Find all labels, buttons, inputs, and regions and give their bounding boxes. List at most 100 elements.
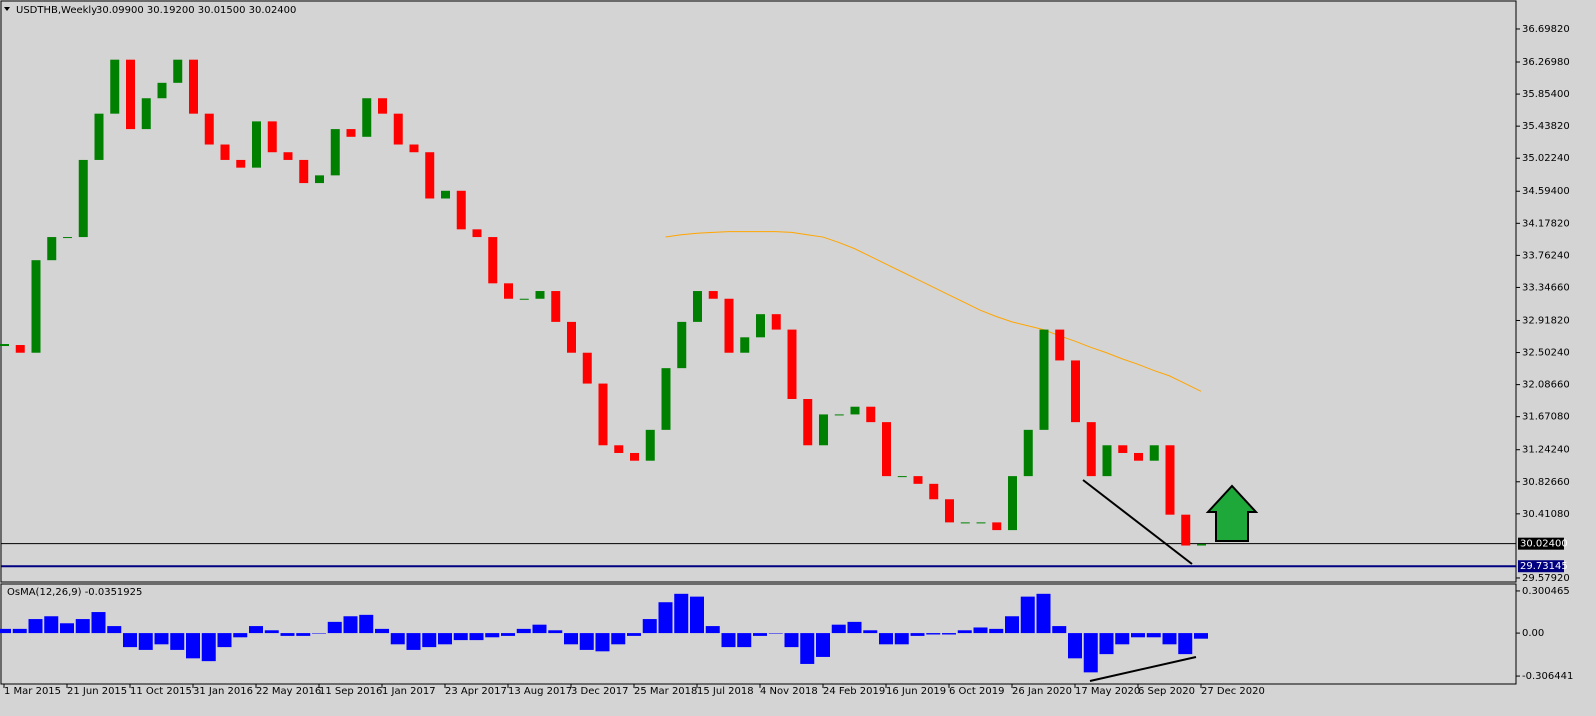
x-tick-label: 22 May 2016: [256, 686, 321, 697]
candle: [110, 59, 120, 114]
osma-bar: [721, 633, 736, 648]
moving-average: [665, 231, 1202, 392]
osma-bar: [627, 633, 641, 636]
candle: [803, 399, 813, 446]
candle: [771, 314, 781, 330]
y-tick-label: 33.76240: [1522, 250, 1570, 261]
osma-bar: [942, 633, 956, 635]
osma-bar: [1178, 633, 1193, 655]
osma-bar: [1131, 633, 1145, 638]
osma-bar: [107, 626, 122, 634]
osma-bar: [1099, 633, 1114, 655]
osma-bar: [516, 628, 531, 634]
osma-bar: [910, 633, 925, 636]
x-tick-label: 11 Oct 2015: [130, 686, 192, 697]
osma-bar: [989, 628, 1004, 634]
candle: [488, 237, 498, 284]
price-label-box: [1518, 560, 1564, 573]
candle: [866, 406, 876, 423]
y-tick-label: 34.17820: [1522, 218, 1570, 229]
menu-icon[interactable]: [4, 7, 10, 11]
candle: [393, 113, 403, 145]
osma-bar: [170, 633, 185, 650]
osma-bar: [957, 630, 972, 634]
osma-bar: [280, 633, 295, 636]
x-tick-label: 4 Nov 2018: [760, 686, 818, 697]
x-tick-label: 23 Apr 2017: [445, 686, 507, 697]
osma-bar: [343, 616, 358, 634]
y-tick-label: 30.82660: [1522, 477, 1570, 488]
candle: [976, 522, 986, 524]
osma-bar: [469, 633, 484, 641]
candle: [1181, 514, 1191, 546]
osma-bar: [359, 614, 374, 634]
candle: [992, 522, 1002, 531]
x-tick-label: 13 Aug 2017: [508, 686, 572, 697]
y-tick-label: 35.43820: [1522, 121, 1570, 132]
candle: [0, 344, 9, 347]
osma-bar: [264, 630, 279, 634]
osma-bar: [611, 633, 626, 645]
candle: [1071, 360, 1080, 423]
candle: [913, 476, 923, 484]
candle: [157, 82, 167, 99]
candle: [1102, 445, 1112, 477]
candle: [1165, 445, 1175, 515]
y-tick-label: 0.300465: [1522, 586, 1570, 597]
candle: [47, 237, 57, 261]
x-tick-label: 16 Jun 2019: [886, 686, 946, 697]
osma-bar: [1036, 593, 1051, 634]
osma-bar: [973, 627, 988, 634]
candle: [173, 59, 183, 83]
indicator-title: OsMA(12,26,9) -0.0351925: [7, 587, 142, 598]
osma-bar: [863, 630, 878, 634]
osma-bar: [847, 621, 862, 634]
candle: [1118, 445, 1128, 453]
candle: [693, 291, 702, 322]
candle: [189, 59, 198, 114]
candle: [1039, 329, 1049, 430]
candle: [897, 476, 907, 478]
x-tick-label: 31 Jan 2016: [193, 686, 253, 697]
candle: [472, 229, 482, 238]
osma-bar: [217, 633, 232, 648]
osma-bar: [44, 616, 59, 634]
osma-bar: [60, 623, 74, 634]
osma-bar: [406, 633, 421, 650]
candle: [409, 144, 419, 153]
osma-bar: [12, 628, 27, 634]
up-arrow: [1205, 484, 1259, 542]
y-tick-label: 32.50240: [1522, 348, 1570, 359]
osma-bar: [595, 633, 610, 652]
osma-bar: [296, 633, 311, 636]
price-label: 30.02400: [1520, 539, 1568, 550]
candle: [78, 159, 88, 238]
candle: [724, 298, 734, 353]
candle: [677, 321, 687, 369]
osma-bar: [768, 633, 783, 634]
candle: [330, 129, 340, 176]
x-tick-label: 6 Oct 2019: [949, 686, 1004, 697]
y-tick-label: 32.08660: [1522, 380, 1570, 391]
candle: [614, 445, 624, 453]
candle: [567, 321, 576, 353]
osma-bar: [138, 633, 153, 650]
candle: [315, 175, 324, 184]
x-tick-label: 3 Dec 2017: [571, 686, 629, 697]
osma-bar: [186, 633, 200, 659]
candle: [141, 98, 151, 130]
trend-line: [1082, 479, 1193, 565]
candle: [1055, 329, 1065, 361]
osma-bar: [705, 626, 720, 634]
y-tick-label: 35.02240: [1522, 153, 1570, 164]
osma-bar: [327, 621, 342, 634]
osma-bar: [753, 633, 767, 636]
x-tick-label: 11 Sep 2016: [319, 686, 382, 697]
osma-bar: [201, 633, 216, 662]
candle: [519, 298, 529, 300]
osma-bar: [926, 633, 941, 635]
y-tick-label: 33.34660: [1522, 282, 1570, 293]
indicator-panel: [0, 583, 1517, 685]
candle: [378, 98, 387, 114]
